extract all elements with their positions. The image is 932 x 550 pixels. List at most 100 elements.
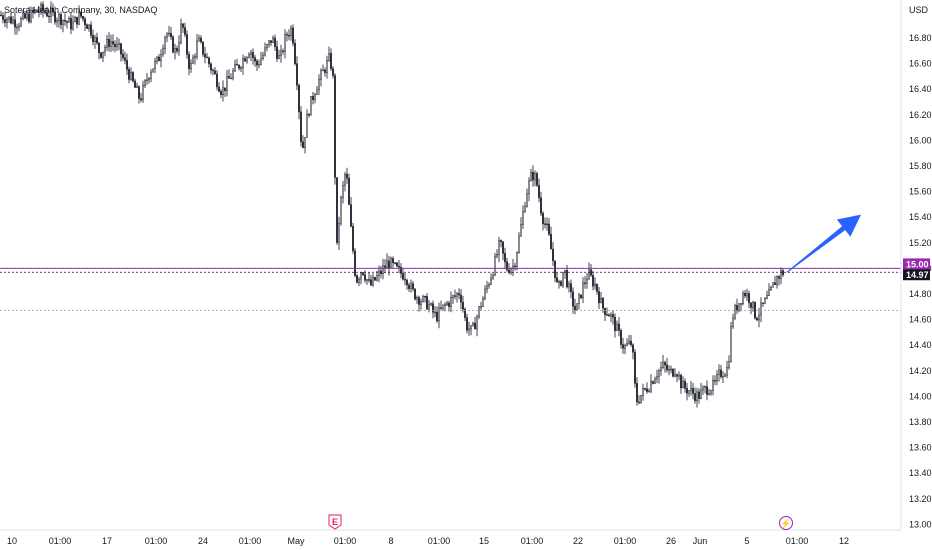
candle-body (540, 197, 542, 214)
candle-body (292, 27, 294, 44)
candle-body (328, 53, 330, 61)
candle-body (216, 73, 218, 88)
candle-body (314, 94, 316, 100)
candle-body (638, 401, 640, 404)
candle-body (558, 281, 560, 283)
y-tick-label: 15.40 (909, 212, 932, 222)
y-tick-label: 13.20 (909, 494, 932, 504)
candle-body (80, 11, 82, 17)
candle-body (210, 63, 212, 71)
candle-body (726, 367, 728, 376)
candle-body (110, 41, 112, 47)
candle-body (340, 196, 342, 224)
x-tick-label: 22 (573, 536, 583, 546)
candle-body (744, 293, 746, 297)
candle-body (522, 211, 524, 225)
y-tick-label: 16.40 (909, 84, 932, 94)
candle-body (86, 24, 88, 29)
candle-body (94, 37, 96, 42)
candle-body (266, 44, 268, 49)
candle-body (48, 15, 50, 18)
candle-body (504, 253, 506, 263)
candle-body (60, 14, 62, 25)
candle-body (40, 4, 42, 12)
candle-body (482, 298, 484, 307)
candle-body (774, 282, 776, 285)
candle-body (462, 301, 464, 310)
candle-body (418, 297, 420, 305)
candle-body (336, 177, 338, 243)
candle-body (28, 13, 30, 22)
candle-body (604, 307, 606, 315)
candle-body (474, 322, 476, 330)
candle-body (368, 279, 370, 281)
candle-body (780, 270, 782, 279)
candle-body (468, 328, 470, 331)
candle-body (206, 56, 208, 59)
candle-body (668, 369, 670, 371)
x-tick-label: 12 (839, 536, 849, 546)
candle-body (678, 374, 680, 377)
candle-body (234, 64, 236, 72)
candle-body (506, 261, 508, 271)
candle-body (516, 252, 518, 267)
y-tick-label: 14.80 (909, 289, 932, 299)
candle-body (396, 262, 398, 267)
x-tick-label: 01:00 (239, 536, 262, 546)
candle-body (364, 274, 366, 281)
candle-body (310, 96, 312, 116)
candle-body (66, 21, 68, 23)
candle-body (214, 70, 216, 75)
candle-body (648, 390, 650, 393)
candle-body (478, 306, 480, 318)
candle-body (484, 288, 486, 299)
candle-body (554, 260, 556, 278)
x-tick-label: 10 (7, 536, 17, 546)
candle-body (414, 288, 416, 300)
candle-body (466, 317, 468, 331)
candle-body (566, 269, 568, 288)
flash-marker[interactable] (779, 516, 793, 530)
candle-body (44, 10, 46, 13)
candle-body (588, 269, 590, 280)
candle-body (594, 283, 596, 287)
candle-body (690, 388, 692, 392)
candle-body (532, 171, 534, 181)
candle-body (442, 304, 444, 309)
candle-body (524, 206, 526, 212)
candle-body (212, 69, 214, 72)
candle-body (204, 53, 206, 58)
candle-body (330, 53, 332, 69)
candle-body (538, 185, 540, 198)
candle-body (144, 80, 146, 86)
candle-body (526, 193, 528, 207)
earnings-marker[interactable] (328, 514, 342, 530)
plot-area[interactable] (0, 1, 901, 408)
candle-body (246, 57, 248, 62)
candle-body (42, 4, 44, 12)
candle-body (568, 283, 570, 288)
candle-body (610, 314, 612, 317)
candle-body (576, 303, 578, 311)
candle-body (730, 326, 732, 362)
candle-body (714, 380, 716, 382)
candle-body (354, 250, 356, 276)
candle-body (642, 388, 644, 396)
candle-body (152, 68, 154, 73)
candle-body (716, 374, 718, 382)
candle-body (572, 291, 574, 307)
candle-body (230, 77, 232, 80)
candle-body (264, 47, 266, 56)
price-lines-group (0, 267, 901, 312)
candle-body (598, 291, 600, 304)
candle-body (424, 296, 426, 298)
event-markers[interactable]: E ⚡ (328, 514, 793, 530)
candle-body (0, 14, 2, 17)
time-axis[interactable]: 10 01:00 17 01:00 24 01:00 May 01:00 8 01:00 15 01:… (7, 536, 849, 546)
candle-body (304, 137, 306, 148)
candle-body (476, 316, 478, 330)
candle-body (6, 18, 8, 23)
candle-body (454, 295, 456, 297)
x-tick-label: 8 (388, 536, 393, 546)
